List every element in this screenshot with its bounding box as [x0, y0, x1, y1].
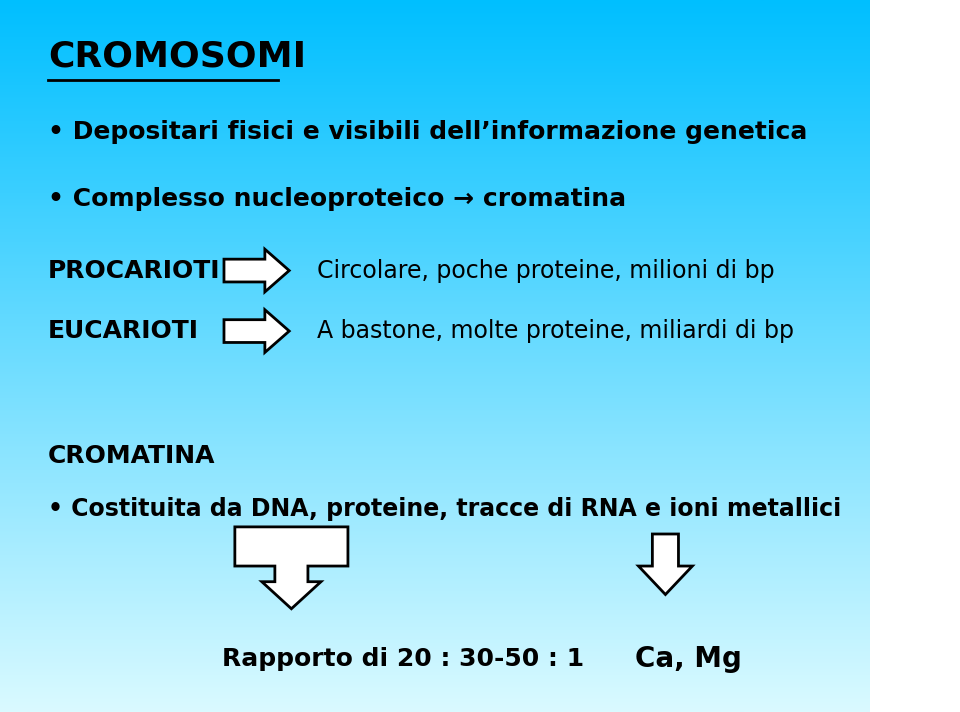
Text: • Complesso nucleoproteico → cromatina: • Complesso nucleoproteico → cromatina [48, 187, 626, 211]
Text: CROMATINA: CROMATINA [48, 444, 215, 468]
Text: A bastone, molte proteine, miliardi di bp: A bastone, molte proteine, miliardi di b… [318, 319, 795, 343]
Text: Circolare, poche proteine, milioni di bp: Circolare, poche proteine, milioni di bp [318, 258, 775, 283]
Polygon shape [235, 527, 348, 609]
Text: PROCARIOTI: PROCARIOTI [48, 258, 221, 283]
Text: Rapporto di 20 : 30-50 : 1: Rapporto di 20 : 30-50 : 1 [222, 646, 584, 671]
Polygon shape [638, 534, 692, 595]
Text: • Costituita da DNA, proteine, tracce di RNA e ioni metallici: • Costituita da DNA, proteine, tracce di… [48, 497, 841, 521]
Polygon shape [224, 249, 289, 292]
Text: EUCARIOTI: EUCARIOTI [48, 319, 199, 343]
Text: Ca, Mg: Ca, Mg [635, 644, 742, 673]
Text: • Depositari fisici e visibili dell’informazione genetica: • Depositari fisici e visibili dell’info… [48, 120, 807, 144]
Polygon shape [224, 310, 289, 352]
Text: CROMOSOMI: CROMOSOMI [48, 39, 306, 73]
